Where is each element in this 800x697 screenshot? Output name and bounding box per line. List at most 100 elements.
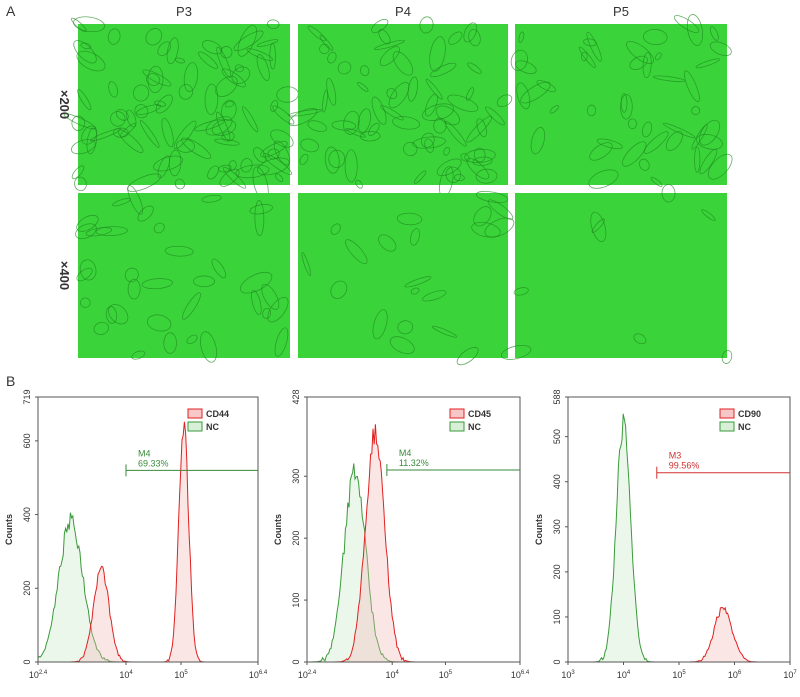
cell bbox=[216, 46, 232, 78]
tick-base: 10 bbox=[617, 670, 627, 680]
cell bbox=[221, 68, 246, 88]
cell bbox=[410, 287, 420, 295]
cell bbox=[330, 280, 348, 299]
cell bbox=[513, 287, 529, 296]
legend-swatch bbox=[719, 421, 735, 432]
cell bbox=[186, 334, 198, 345]
cell bbox=[530, 126, 546, 155]
cell bbox=[419, 16, 434, 34]
cell bbox=[330, 223, 341, 235]
y-tick-label: 0 bbox=[552, 659, 562, 664]
cell bbox=[536, 80, 556, 93]
cell bbox=[131, 350, 146, 360]
cell bbox=[516, 82, 531, 110]
cell bbox=[396, 212, 423, 226]
cell bbox=[591, 218, 605, 233]
cell bbox=[588, 169, 619, 189]
cell bbox=[422, 290, 447, 302]
cell bbox=[107, 28, 121, 45]
gate-value: 11.32% bbox=[399, 458, 429, 468]
cell bbox=[485, 106, 505, 126]
cell bbox=[80, 42, 92, 50]
y-axis-label: Counts bbox=[273, 514, 283, 545]
cell bbox=[466, 157, 490, 180]
cell bbox=[173, 120, 197, 150]
cell bbox=[422, 103, 455, 121]
cell bbox=[337, 61, 352, 75]
cell bbox=[261, 283, 280, 310]
cell bbox=[392, 116, 421, 130]
tick-base: 10 bbox=[783, 670, 793, 680]
cell bbox=[709, 26, 719, 41]
x-tick-label: 104 bbox=[386, 670, 400, 680]
cell bbox=[425, 78, 443, 100]
legend-label: NC bbox=[206, 422, 219, 432]
cell bbox=[124, 267, 139, 283]
cell bbox=[436, 158, 462, 177]
tick-exp: 2.4 bbox=[308, 670, 317, 676]
cell bbox=[201, 194, 222, 203]
cell bbox=[686, 14, 704, 46]
legend-swatch bbox=[719, 408, 735, 419]
cell bbox=[79, 259, 97, 281]
column-title: P4 bbox=[395, 4, 411, 19]
tick-base: 10 bbox=[174, 670, 184, 680]
cell bbox=[407, 76, 419, 102]
y-tick-label: 300 bbox=[291, 469, 301, 484]
tick-exp: 5 bbox=[449, 670, 453, 676]
cell bbox=[220, 46, 233, 59]
cell bbox=[76, 214, 99, 232]
cell bbox=[307, 25, 326, 42]
legend-swatch bbox=[449, 408, 465, 419]
tick-base: 10 bbox=[386, 670, 396, 680]
cell bbox=[249, 203, 273, 215]
legend-label: CD45 bbox=[468, 409, 491, 419]
cell bbox=[590, 211, 607, 242]
x-tick-label: 106.4 bbox=[511, 670, 530, 680]
cell bbox=[235, 164, 270, 179]
cell bbox=[444, 120, 467, 147]
cell bbox=[246, 48, 274, 62]
cell bbox=[71, 17, 87, 33]
cell bbox=[392, 51, 414, 76]
cell bbox=[154, 100, 166, 107]
cell bbox=[127, 278, 141, 300]
cell bbox=[86, 127, 98, 155]
cell bbox=[119, 122, 137, 138]
cell bbox=[70, 139, 96, 155]
cell bbox=[76, 267, 93, 282]
y-tick-label: 100 bbox=[552, 609, 562, 624]
cell bbox=[463, 22, 478, 43]
cell bbox=[145, 28, 163, 46]
cell bbox=[629, 55, 648, 71]
cell bbox=[299, 153, 309, 165]
y-tick-label: 719 bbox=[22, 389, 32, 404]
cell bbox=[322, 89, 328, 113]
tick-exp: 5 bbox=[184, 670, 188, 676]
tick-exp: 6 bbox=[738, 670, 742, 676]
cell bbox=[79, 297, 91, 308]
cell bbox=[301, 252, 312, 277]
cell bbox=[253, 147, 267, 163]
cell bbox=[471, 221, 501, 238]
cell bbox=[239, 271, 273, 294]
cell bbox=[115, 109, 129, 121]
cell bbox=[386, 88, 398, 100]
cell bbox=[214, 138, 240, 146]
cell bbox=[110, 111, 126, 127]
cell bbox=[153, 222, 165, 234]
cell bbox=[709, 41, 732, 56]
cell bbox=[473, 147, 486, 163]
cell bbox=[460, 153, 470, 162]
legend-label: NC bbox=[468, 422, 481, 432]
cell bbox=[201, 40, 223, 55]
cell bbox=[178, 84, 193, 100]
tick-base: 10 bbox=[298, 670, 308, 680]
micrograph-bg bbox=[78, 24, 290, 185]
cell bbox=[319, 34, 334, 51]
cell bbox=[515, 60, 537, 75]
cell bbox=[410, 228, 420, 246]
cell bbox=[448, 31, 463, 45]
cell bbox=[75, 223, 97, 240]
cell bbox=[673, 15, 700, 33]
